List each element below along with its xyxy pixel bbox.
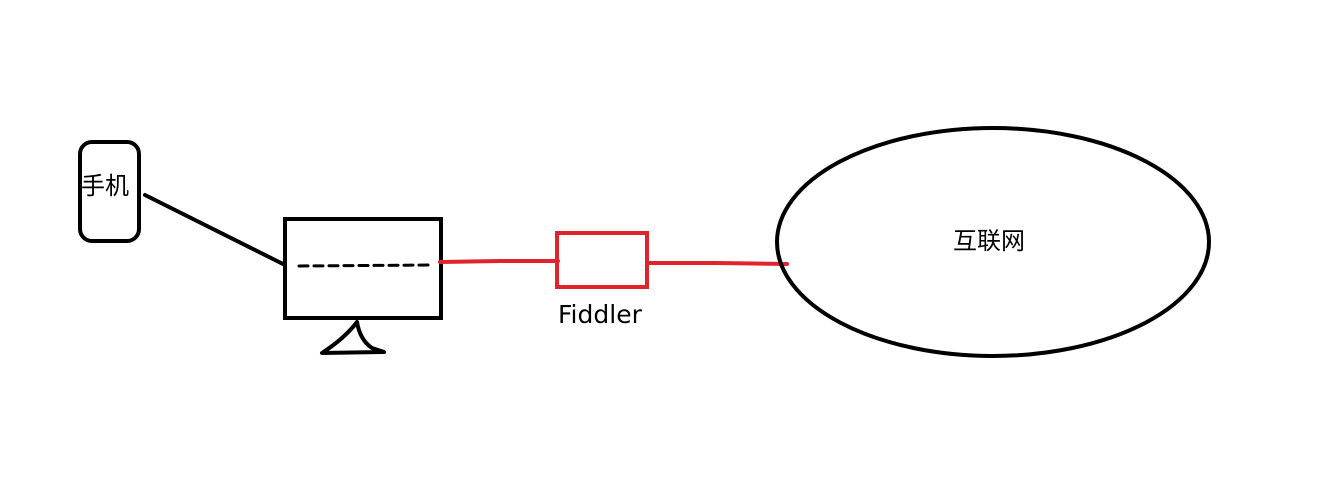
phone-node bbox=[78, 140, 141, 243]
internet-cloud bbox=[775, 126, 1211, 358]
fiddler-box bbox=[555, 231, 649, 289]
monitor-screen bbox=[283, 217, 443, 320]
fiddler-label: Fiddler bbox=[558, 300, 642, 329]
phone-to-computer-link bbox=[143, 193, 285, 266]
computer-to-fiddler-link bbox=[438, 259, 560, 264]
internet-label: 互联网 bbox=[953, 227, 1025, 255]
computer-node bbox=[283, 217, 443, 355]
phone-shape bbox=[78, 140, 141, 243]
monitor-dashed-line bbox=[297, 263, 434, 268]
monitor-stand bbox=[320, 320, 386, 355]
fiddler-to-internet-link bbox=[647, 261, 789, 266]
phone-label: 手机 bbox=[81, 172, 129, 200]
